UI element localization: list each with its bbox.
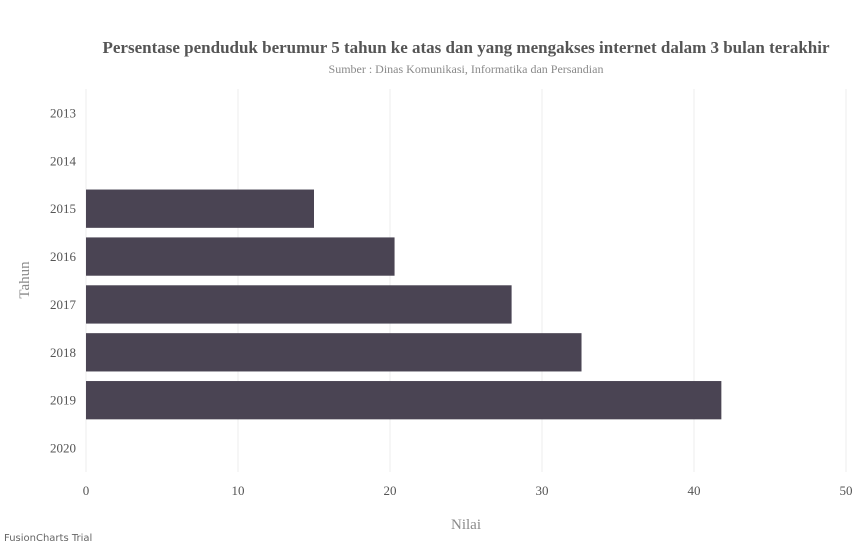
bar-2019[interactable]: [86, 381, 722, 420]
bar-2016[interactable]: [86, 237, 395, 276]
y-tick-label: 2019: [50, 393, 76, 408]
chart-subtitle: Sumber : Dinas Komunikasi, Informatika d…: [329, 62, 604, 76]
y-tick-label: 2014: [50, 153, 77, 168]
x-tick-label: 30: [536, 483, 549, 498]
y-tick-label: 2020: [50, 441, 76, 456]
watermark: FusionCharts Trial: [4, 533, 92, 544]
chart-title: Persentase penduduk berumur 5 tahun ke a…: [103, 38, 830, 57]
x-tick-label: 10: [232, 483, 245, 498]
x-axis-title: Nilai: [451, 517, 481, 533]
bar-2017[interactable]: [86, 285, 512, 324]
y-tick-label: 2018: [50, 345, 76, 360]
y-tick-label: 2013: [50, 105, 76, 120]
y-tick-label: 2017: [50, 297, 77, 312]
x-tick-label: 40: [688, 483, 701, 498]
y-tick-label: 2015: [50, 201, 76, 216]
bar-2015[interactable]: [86, 189, 314, 228]
y-tick-label: 2016: [50, 249, 77, 264]
y-axis-ticks: 2013 2014 2015 2016 2017 2018 2019 2020: [50, 105, 77, 455]
x-tick-label: 50: [840, 483, 853, 498]
x-tick-label: 20: [384, 483, 397, 498]
bars: [86, 189, 722, 420]
y-axis-title: Tahun: [17, 261, 33, 299]
x-tick-label: 0: [83, 483, 90, 498]
x-axis-ticks: 0 10 20 30 40 50: [83, 483, 853, 498]
bar-2018[interactable]: [86, 333, 582, 372]
